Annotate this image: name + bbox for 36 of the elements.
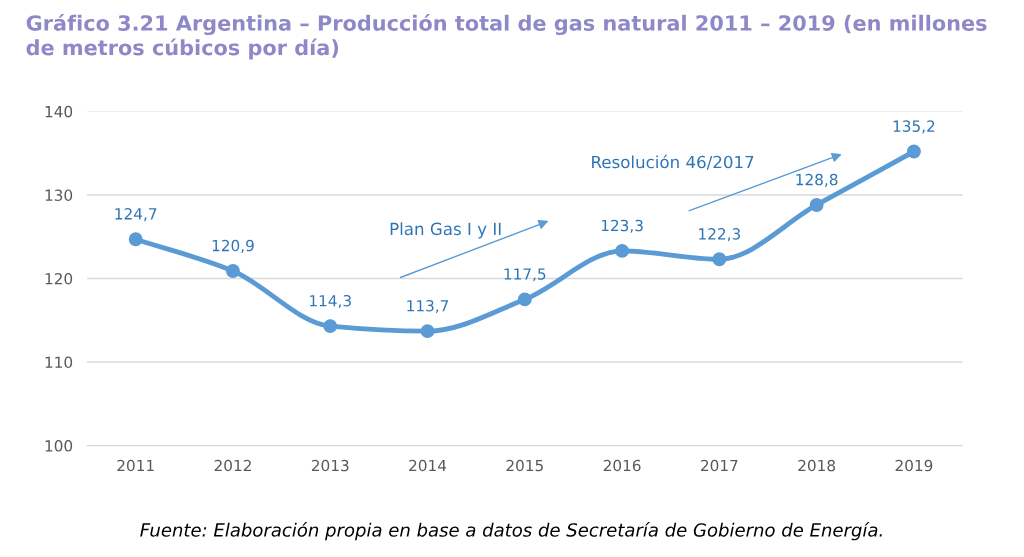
data-label: 114,3	[310, 294, 351, 309]
data-label: 128,8	[796, 173, 838, 187]
point	[615, 243, 630, 258]
point	[809, 198, 824, 212]
x-tick-label: 2013	[311, 459, 349, 472]
x-tick-label: 2014	[409, 459, 447, 472]
y-tick-label: 120	[45, 272, 73, 285]
point	[517, 292, 532, 307]
source-note: Fuente: Elaboración propia en base a datos de Secretaría de Gobierno de Energía.	[140, 522, 882, 541]
data-label: 122,3	[699, 228, 740, 242]
data-label: 135,2	[893, 120, 935, 134]
x-tick-label: 2015	[506, 459, 543, 472]
y-tick-label: 100	[45, 440, 73, 452]
x-tick-label: 2017	[701, 459, 738, 472]
y-tick-label: 140	[45, 105, 73, 118]
point	[420, 324, 435, 339]
chart-title: Gráfico 3.21 Argentina – Producción total de gas natural 2011 – 2019 (en millones de metros cúbicos por día)	[26, 13, 987, 60]
point	[906, 144, 921, 159]
point	[712, 252, 727, 267]
data-label: 117,5	[504, 268, 546, 282]
data-label: 120,9	[212, 239, 254, 253]
point	[323, 319, 338, 334]
data-label: 124,7	[115, 208, 157, 222]
y-tick-label: 110	[45, 356, 73, 369]
annotation: Resolución 46/2017	[592, 154, 754, 170]
data-label: 113,7	[407, 299, 449, 314]
point	[128, 232, 143, 247]
annotation: Plan Gas I y II	[390, 222, 501, 239]
x-tick-label: 2012	[214, 459, 251, 472]
point	[226, 264, 240, 278]
x-tick-label: 2018	[798, 459, 836, 472]
x-tick-label: 2011	[117, 459, 154, 472]
x-tick-label: 2019	[895, 459, 933, 472]
x-tick-label: 2016	[603, 459, 641, 472]
data-label: 123,3	[601, 219, 643, 233]
y-tick-label: 130	[45, 189, 73, 201]
